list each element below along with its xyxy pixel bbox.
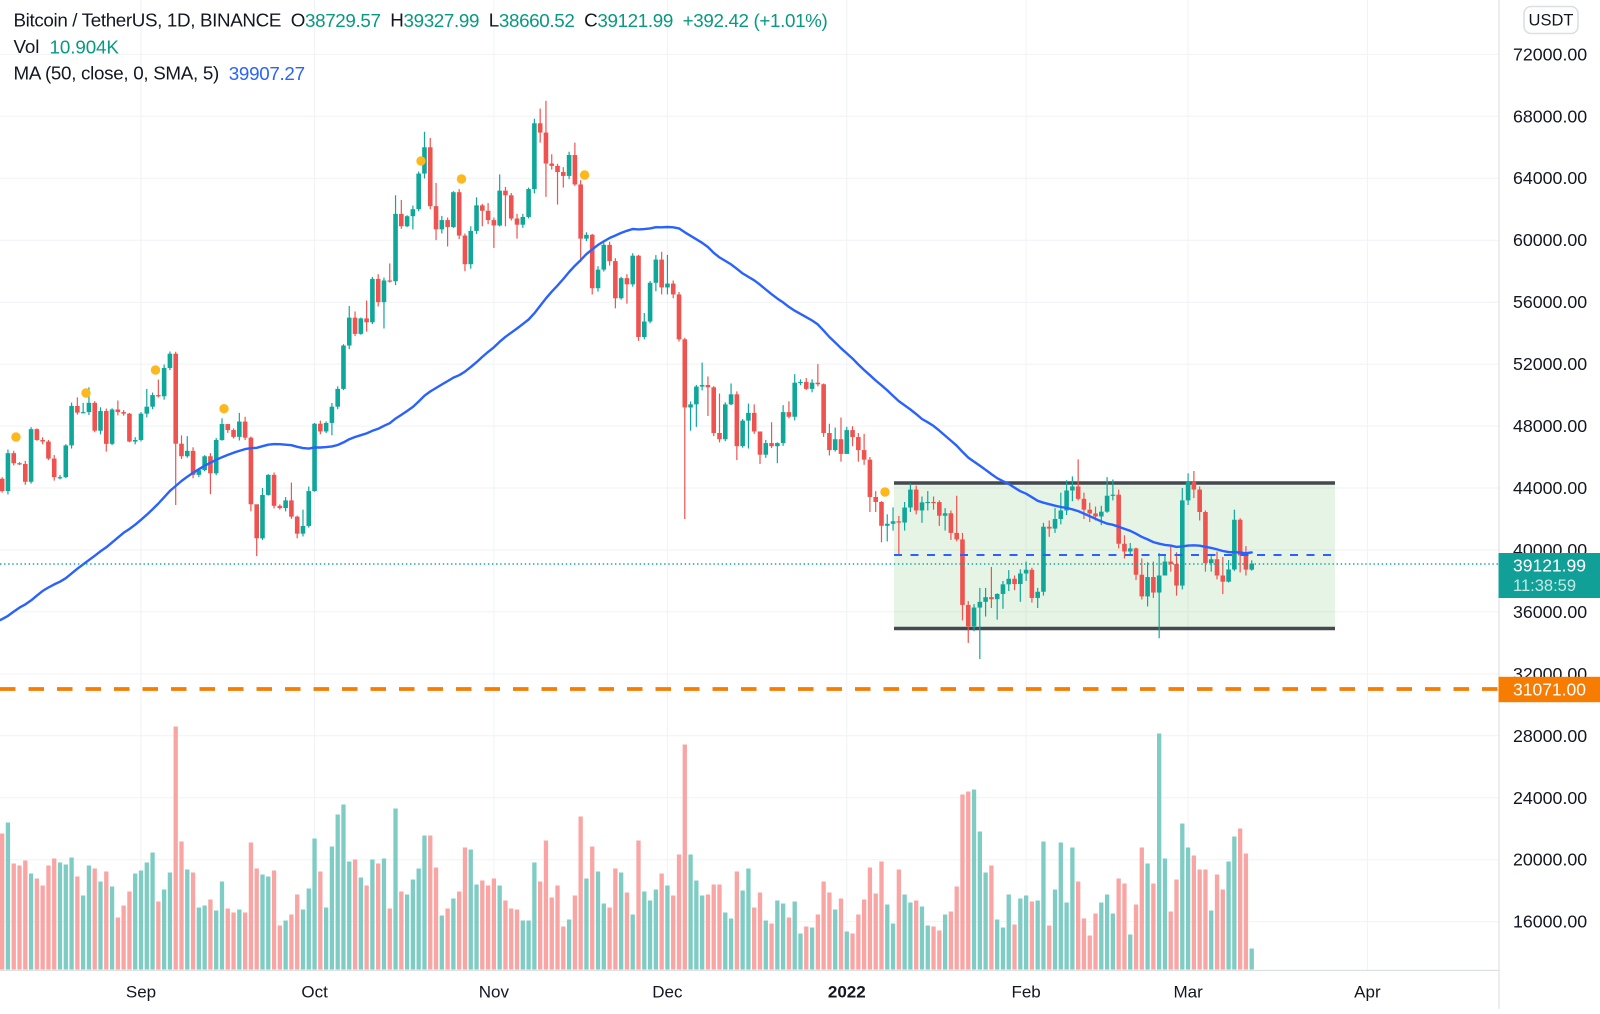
svg-text:39121.99: 39121.99 — [1513, 556, 1586, 576]
svg-text:16000.00: 16000.00 — [1513, 912, 1587, 932]
svg-text:31071.00: 31071.00 — [1513, 680, 1586, 700]
svg-text:72000.00: 72000.00 — [1513, 44, 1587, 64]
svg-text:60000.00: 60000.00 — [1513, 230, 1587, 250]
svg-text:Apr: Apr — [1354, 983, 1381, 1002]
svg-text:52000.00: 52000.00 — [1513, 354, 1587, 374]
svg-text:11:38:59: 11:38:59 — [1513, 577, 1576, 595]
svg-text:44000.00: 44000.00 — [1513, 478, 1587, 498]
svg-text:2022: 2022 — [828, 983, 866, 1002]
svg-text:24000.00: 24000.00 — [1513, 788, 1587, 808]
svg-text:Mar: Mar — [1173, 983, 1203, 1002]
svg-text:48000.00: 48000.00 — [1513, 416, 1587, 436]
svg-text:28000.00: 28000.00 — [1513, 726, 1587, 746]
svg-text:MA (50, close, 0, SMA, 5) 399: MA (50, close, 0, SMA, 5) 39907.27 — [14, 63, 305, 84]
svg-text:Oct: Oct — [301, 983, 328, 1002]
svg-text:20000.00: 20000.00 — [1513, 850, 1587, 870]
svg-text:56000.00: 56000.00 — [1513, 292, 1587, 312]
svg-text:USDT: USDT — [1529, 12, 1574, 30]
svg-text:Nov: Nov — [479, 983, 510, 1002]
svg-text:Bitcoin / TetherUS, 1D, BINANC: Bitcoin / TetherUS, 1D, BINANCE O38729.5… — [14, 10, 828, 31]
svg-text:Vol 10.904K: Vol 10.904K — [14, 36, 120, 57]
svg-text:Feb: Feb — [1011, 983, 1040, 1002]
svg-text:Sep: Sep — [126, 983, 156, 1002]
svg-text:36000.00: 36000.00 — [1513, 602, 1587, 622]
svg-text:Dec: Dec — [652, 983, 683, 1002]
svg-text:68000.00: 68000.00 — [1513, 106, 1587, 126]
svg-text:64000.00: 64000.00 — [1513, 168, 1587, 188]
